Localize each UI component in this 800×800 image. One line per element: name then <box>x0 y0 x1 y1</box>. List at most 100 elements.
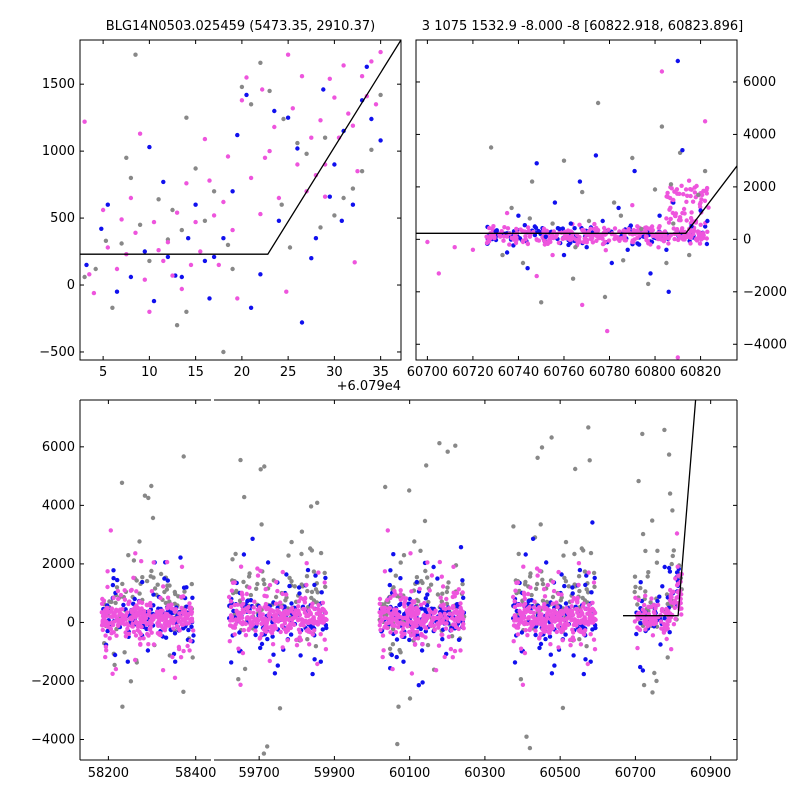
data-point-pink <box>437 559 442 565</box>
data-point-blue <box>557 226 562 232</box>
data-point-blue <box>241 552 247 557</box>
data-point-blue <box>552 200 558 205</box>
data-point-pink <box>405 624 410 629</box>
data-point-grey <box>664 260 669 266</box>
data-point-grey <box>122 650 127 655</box>
data-point-pink <box>672 605 677 610</box>
x-tick-label: 60740 <box>498 365 539 380</box>
data-point-grey <box>527 216 532 221</box>
data-point-grey <box>113 600 118 606</box>
data-point-blue <box>319 590 324 595</box>
data-point-pink <box>561 235 567 241</box>
data-point-grey <box>646 281 651 287</box>
data-point-blue <box>179 274 184 280</box>
y-tick-label: −4000 <box>31 733 75 748</box>
data-point-pink <box>179 605 184 611</box>
data-point-pink <box>100 596 105 602</box>
data-point-blue <box>364 64 369 70</box>
data-point-pink <box>460 624 465 629</box>
data-point-blue <box>634 631 639 637</box>
data-point-grey <box>524 734 529 739</box>
data-point-pink <box>413 616 418 621</box>
data-point-grey <box>390 626 396 632</box>
data-point-pink <box>450 604 456 609</box>
data-point-grey <box>401 553 407 558</box>
data-point-grey <box>632 574 638 579</box>
x-tick-label: 5 <box>99 365 107 380</box>
data-point-pink <box>404 608 410 613</box>
data-point-grey <box>114 585 120 590</box>
data-point-grey <box>193 166 198 171</box>
data-point-pink <box>681 237 686 242</box>
data-point-blue <box>522 223 527 228</box>
y-tick-label: 500 <box>50 211 75 226</box>
data-point-blue <box>577 179 583 184</box>
data-point-pink <box>548 235 553 240</box>
data-point-pink <box>173 616 178 621</box>
data-point-blue <box>407 637 412 643</box>
data-point-pink <box>161 258 166 264</box>
data-point-pink <box>396 615 401 620</box>
data-point-pink <box>133 633 139 638</box>
data-point-pink <box>418 622 424 627</box>
data-point-pink <box>664 636 669 642</box>
data-point-blue <box>416 683 421 688</box>
data-point-grey <box>586 218 592 224</box>
data-point-pink <box>458 601 463 606</box>
data-point-pink <box>554 231 560 237</box>
data-point-grey <box>341 195 346 201</box>
data-point-pink <box>241 601 246 606</box>
data-point-blue <box>419 648 425 653</box>
data-point-pink <box>315 622 321 627</box>
data-point-pink <box>259 621 264 627</box>
data-point-pink <box>137 629 142 635</box>
data-point-pink <box>385 528 390 533</box>
data-point-blue <box>544 560 549 565</box>
data-point-pink <box>672 236 677 242</box>
data-point-pink <box>516 622 521 627</box>
data-point-grey <box>304 151 309 156</box>
data-point-pink <box>606 238 612 243</box>
x-tick-label: 60900 <box>690 766 731 781</box>
data-point-grey <box>309 548 315 553</box>
data-point-pink <box>581 239 586 245</box>
data-point-blue <box>704 241 710 247</box>
data-point-pink <box>389 619 394 624</box>
data-point-pink <box>288 625 293 631</box>
data-point-grey <box>595 100 601 106</box>
data-point-pink <box>548 642 553 647</box>
data-point-pink <box>649 224 655 229</box>
data-point-pink <box>450 594 455 600</box>
data-point-grey <box>696 192 701 197</box>
data-point-pink <box>263 601 269 607</box>
data-point-grey <box>550 594 556 600</box>
data-point-pink <box>297 630 303 635</box>
data-point-pink <box>689 187 694 192</box>
data-point-grey <box>602 294 608 300</box>
data-point-blue <box>142 249 147 254</box>
data-point-pink <box>422 625 427 630</box>
data-point-pink <box>410 610 415 615</box>
data-point-grey <box>248 592 254 598</box>
data-point-grey <box>142 493 148 498</box>
data-point-pink <box>568 643 573 648</box>
data-point-pink <box>534 237 539 242</box>
data-point-grey <box>445 585 450 590</box>
data-point-grey <box>383 484 388 490</box>
data-point-pink <box>118 619 123 624</box>
data-point-pink <box>377 596 383 602</box>
data-point-pink <box>165 612 170 617</box>
data-point-pink <box>315 661 320 667</box>
data-point-blue <box>186 236 191 241</box>
data-point-blue <box>230 189 235 194</box>
data-point-pink <box>616 237 621 242</box>
data-point-blue <box>276 218 282 223</box>
data-point-pink <box>174 210 180 215</box>
data-point-pink <box>561 617 566 623</box>
data-point-pink <box>429 618 435 624</box>
data-point-grey <box>119 480 125 485</box>
data-point-pink <box>576 582 581 588</box>
data-point-grey <box>93 266 98 272</box>
data-point-grey <box>570 276 576 281</box>
data-point-pink <box>591 637 597 642</box>
